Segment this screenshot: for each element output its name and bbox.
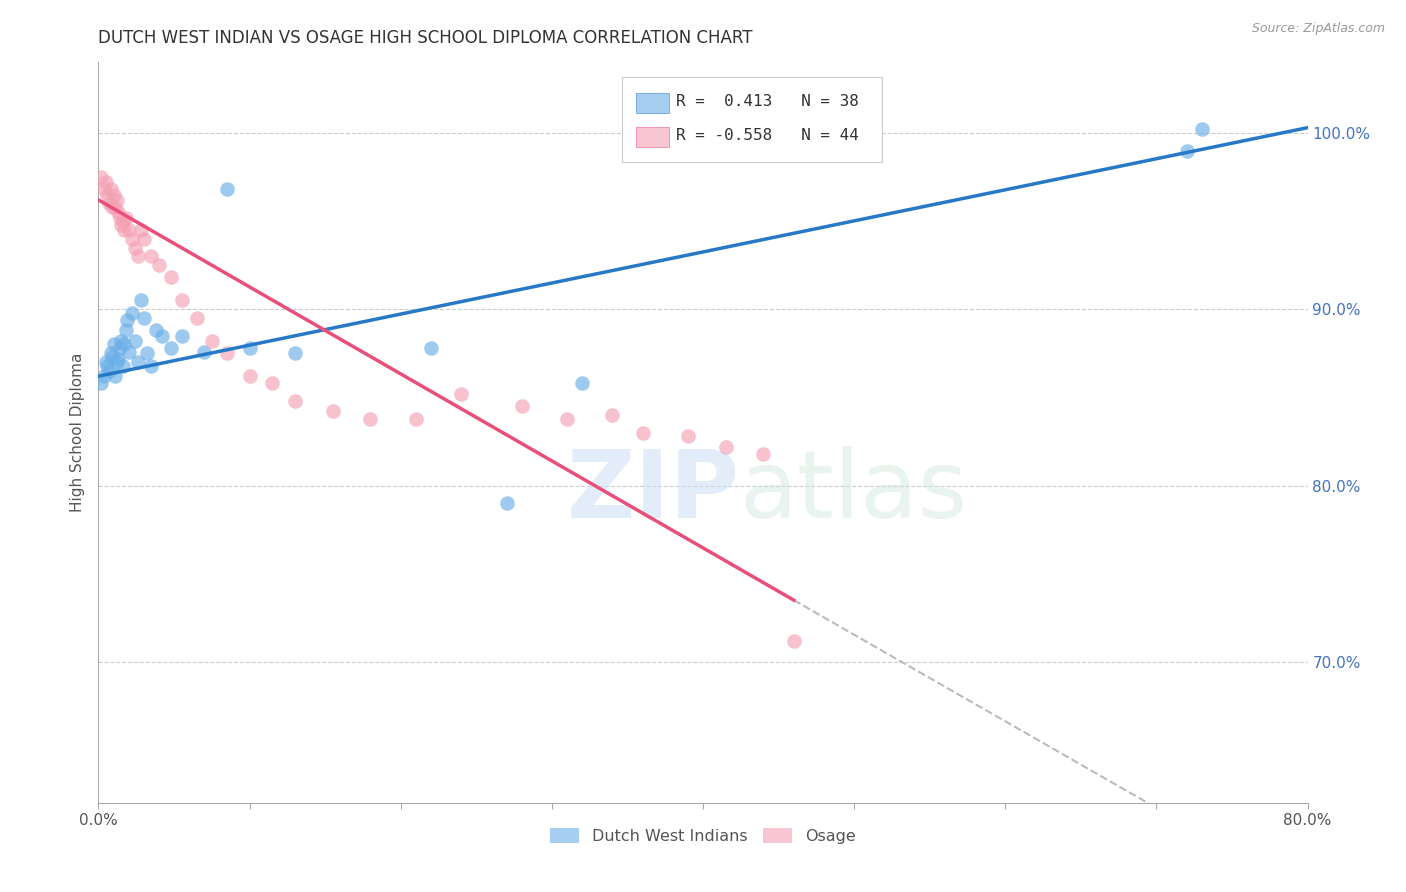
Point xyxy=(150,328,173,343)
Point xyxy=(186,311,208,326)
Point xyxy=(510,399,533,413)
FancyBboxPatch shape xyxy=(621,78,882,162)
Point xyxy=(160,341,183,355)
Point xyxy=(101,350,124,364)
Point xyxy=(405,411,427,425)
Point xyxy=(108,211,131,225)
Point xyxy=(239,341,262,355)
Point xyxy=(118,344,141,359)
Point xyxy=(96,359,118,373)
Point xyxy=(170,328,193,343)
Point xyxy=(420,341,443,355)
Point xyxy=(631,425,654,440)
Point xyxy=(118,223,141,237)
Point xyxy=(111,359,134,373)
Point xyxy=(112,337,135,351)
Point xyxy=(101,200,124,214)
Point xyxy=(107,351,129,366)
Point xyxy=(676,429,699,443)
Point xyxy=(105,193,128,207)
Point xyxy=(90,376,112,391)
Point xyxy=(145,323,167,337)
Point xyxy=(215,346,238,360)
Text: R = -0.558   N = 44: R = -0.558 N = 44 xyxy=(676,128,859,144)
Point xyxy=(201,334,224,348)
Legend: Dutch West Indians, Osage: Dutch West Indians, Osage xyxy=(544,822,862,850)
Point xyxy=(127,355,149,369)
Text: Source: ZipAtlas.com: Source: ZipAtlas.com xyxy=(1251,22,1385,36)
Point xyxy=(103,187,125,202)
Point xyxy=(104,369,127,384)
Point xyxy=(107,205,129,219)
Point xyxy=(752,447,775,461)
Point xyxy=(148,258,170,272)
Point xyxy=(450,387,472,401)
Point xyxy=(98,196,121,211)
Point xyxy=(135,346,157,360)
Point xyxy=(114,323,136,337)
Text: R =  0.413   N = 38: R = 0.413 N = 38 xyxy=(676,95,859,109)
Point xyxy=(160,270,183,285)
Point xyxy=(783,633,806,648)
Point xyxy=(284,393,307,408)
Point xyxy=(90,169,112,184)
Point xyxy=(124,241,146,255)
Point xyxy=(141,249,163,263)
Point xyxy=(571,376,593,391)
FancyBboxPatch shape xyxy=(637,93,669,112)
Point xyxy=(108,341,131,355)
FancyBboxPatch shape xyxy=(637,127,669,147)
Point xyxy=(121,306,143,320)
Point xyxy=(93,369,115,384)
Point xyxy=(129,293,152,308)
Point xyxy=(110,218,132,232)
Point xyxy=(94,355,117,369)
Point xyxy=(239,369,262,384)
Point xyxy=(602,408,624,422)
Point xyxy=(96,187,118,202)
Point xyxy=(132,232,155,246)
Text: atlas: atlas xyxy=(740,446,967,538)
Point xyxy=(215,182,238,196)
Point xyxy=(124,334,146,348)
Point xyxy=(322,404,344,418)
Point xyxy=(94,175,117,189)
Text: DUTCH WEST INDIAN VS OSAGE HIGH SCHOOL DIPLOMA CORRELATION CHART: DUTCH WEST INDIAN VS OSAGE HIGH SCHOOL D… xyxy=(98,29,754,47)
Point xyxy=(284,346,307,360)
Point xyxy=(714,440,737,454)
Point xyxy=(262,376,284,391)
Point xyxy=(110,334,132,348)
Point xyxy=(104,200,127,214)
Point xyxy=(1191,122,1213,136)
Point xyxy=(129,223,152,237)
Text: ZIP: ZIP xyxy=(567,446,740,538)
Point xyxy=(98,364,121,378)
Point xyxy=(112,223,135,237)
Point xyxy=(100,346,122,360)
Point xyxy=(121,232,143,246)
Point xyxy=(127,249,149,263)
Point xyxy=(555,411,578,425)
Point xyxy=(111,214,134,228)
Point xyxy=(100,182,122,196)
Point xyxy=(103,337,125,351)
Point xyxy=(114,211,136,225)
Point xyxy=(360,411,382,425)
Point xyxy=(132,311,155,326)
Point xyxy=(93,182,115,196)
Point xyxy=(1175,144,1198,158)
Point xyxy=(141,359,163,373)
Point xyxy=(105,355,128,369)
Point xyxy=(193,344,215,359)
Point xyxy=(495,496,517,510)
Y-axis label: High School Diploma: High School Diploma xyxy=(69,353,84,512)
Point xyxy=(170,293,193,308)
Point xyxy=(115,313,138,327)
